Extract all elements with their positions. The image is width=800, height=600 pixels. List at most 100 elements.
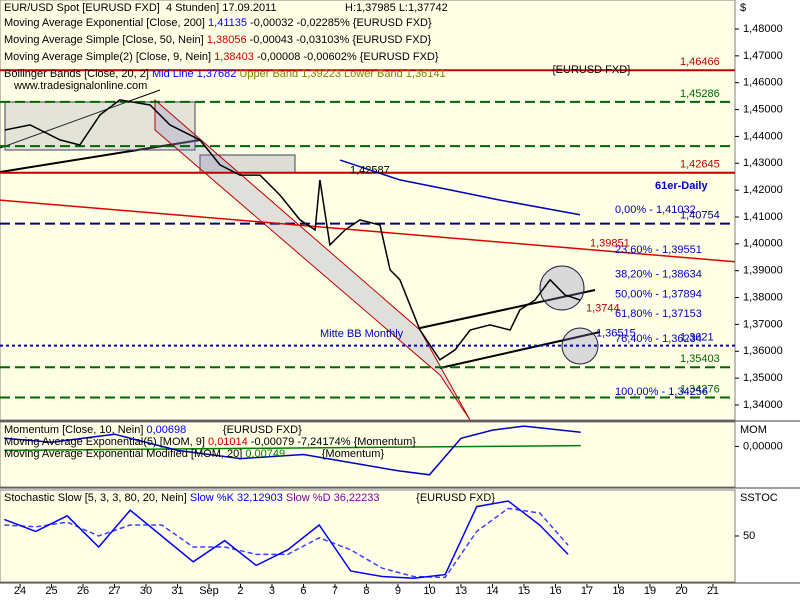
note: www.tradesignalonline.com	[13, 80, 147, 92]
y-tick-label: 1,37000	[743, 318, 783, 330]
legend-entry: Momentum [Close, 10, Nein] 0,00698 {EURU…	[4, 424, 302, 436]
x-tick-label: 14	[486, 585, 498, 597]
legend-text: Moving Average Exponential Modified [MOM…	[4, 448, 245, 460]
y-tick-label: 1,39000	[743, 265, 783, 277]
fib-label: 100,00% - 1,34256	[615, 386, 708, 398]
channel-line	[419, 289, 596, 329]
x-tick-label: 27	[108, 585, 120, 597]
trend-line	[0, 89, 161, 149]
y-tick-label: 1,41000	[743, 211, 783, 223]
fib-label: 50,00% - 1,37894	[615, 288, 702, 300]
x-tick-label: 16	[549, 585, 561, 597]
legend-text: Moving Average Simple [Close, 50, Nein]	[4, 34, 207, 46]
chart-subtitle: H:1,37985 L:1,37742	[345, 2, 448, 14]
legend-entry: Moving Average Simple(2) [Close, 9, Nein…	[4, 51, 439, 63]
level-label: 1,3621	[680, 332, 714, 344]
level-label: 1,45286	[680, 88, 720, 100]
x-tick-label: 8	[363, 585, 369, 597]
legend-text: -0,00032 -0,02285% {EURUSD FXD}	[247, 17, 432, 29]
note: 61er-Daily	[655, 180, 708, 192]
indicator-line	[339, 159, 581, 216]
legend-text: Slow %K 32,12903	[190, 492, 283, 504]
legend-text: Bollinger Bands [Close, 20, 2]	[4, 68, 152, 80]
legend-text: -0,00043 -0,03103% {EURUSD FXD}	[247, 34, 432, 46]
fib-label: 0,00% - 1,41032	[615, 204, 696, 216]
channel-line	[439, 331, 601, 369]
x-tick-label: 15	[518, 585, 530, 597]
legend-entry: Bollinger Bands [Close, 20, 2] Mid Line …	[4, 68, 446, 80]
legend-entry: Moving Average Exponential(5) [MOM, 9] 0…	[4, 436, 416, 448]
x-tick-label: 30	[140, 585, 152, 597]
legend-entry: Moving Average Exponential [Close, 200] …	[4, 17, 432, 29]
y-tick-label: 1,43000	[743, 157, 783, 169]
indicator-line	[4, 444, 581, 452]
legend-text: 1,41135	[208, 17, 247, 29]
y-axis-label: $	[740, 2, 746, 14]
circle-marker	[539, 265, 585, 311]
series-line	[4, 99, 581, 361]
drawing-tools	[0, 89, 601, 421]
legend-text: Moving Average Simple(2) [Close, 9, Nein…	[4, 51, 214, 63]
y-tick-label: 1,46000	[743, 77, 783, 89]
note: Mitte BB Monthly	[320, 328, 404, 340]
x-tick-label: 19	[644, 585, 656, 597]
x-tick-label: 7	[332, 585, 338, 597]
y-tick-label: 0,00000	[743, 440, 783, 452]
annotation: 1,36515	[596, 327, 636, 339]
indicator-line	[4, 507, 569, 579]
legend-entry: Stochastic Slow [5, 3, 3, 80, 20, Nein] …	[4, 492, 495, 504]
x-tick-label: 10	[423, 585, 435, 597]
y-tick-label: 1,38000	[743, 291, 783, 303]
legend-text: {EURUSD FXD}	[186, 424, 302, 436]
fib-label: 23,60% - 1,39551	[615, 244, 702, 256]
fib-label: 61,80% - 1,37153	[615, 308, 702, 320]
x-tick-label: 21	[707, 585, 719, 597]
x-tick-label: 3	[269, 585, 275, 597]
y-tick-label: 1,36000	[743, 345, 783, 357]
y-axis-label: MOM	[740, 424, 767, 436]
series-line	[4, 425, 581, 476]
level-label: 1,46466	[680, 56, 720, 68]
legend-text: Moving Average Exponential(5) [MOM, 9]	[4, 436, 208, 448]
y-tick-label: 1,45000	[743, 103, 783, 115]
legend-text: {Momentum}	[285, 448, 384, 460]
y-tick-label: 1,35000	[743, 372, 783, 384]
level-label: 1,42645	[680, 159, 720, 171]
x-tick-label: 26	[77, 585, 89, 597]
legend-text: 0,00698	[146, 424, 186, 436]
x-tick-label: 24	[14, 585, 26, 597]
legend-text: Slow %D 36,22233	[283, 492, 380, 504]
y-tick-label: 1,40000	[743, 238, 783, 250]
plot-area	[0, 421, 736, 488]
shaded-box	[4, 101, 196, 151]
annotation: 1,42587	[350, 164, 390, 176]
legend-text: Stochastic Slow [5, 3, 3, 80, 20, Nein]	[4, 492, 190, 504]
legend-text: Momentum [Close, 10, Nein]	[4, 424, 146, 436]
series-line	[4, 500, 569, 580]
y-tick-label: 1,47000	[743, 50, 783, 62]
y-tick-label: 1,48000	[743, 23, 783, 35]
level-label: 1,34276	[680, 383, 720, 395]
chart-title: EUR/USD Spot [EURUSD FXD] 4 Stunden] 17.…	[4, 2, 276, 14]
level-label: 1,40754	[680, 209, 720, 221]
level-label: 1,35403	[680, 353, 720, 365]
legend-tag: {EURUSD FXD}	[552, 64, 631, 76]
legend-text: 0,00749	[245, 448, 285, 460]
annotation: 1,39851	[590, 238, 630, 250]
legend-text: 1,38056	[207, 34, 247, 46]
legend-entry: Moving Average Exponential Modified [MOM…	[4, 448, 384, 460]
y-tick-label: 50	[743, 530, 755, 542]
x-tick-label: 9	[395, 585, 401, 597]
legend-text: Lower Band 1,36141	[341, 68, 446, 80]
legend-text: Upper Band 1,39223	[236, 68, 341, 80]
legend-entry: Moving Average Simple [Close, 50, Nein] …	[4, 34, 432, 46]
x-tick-label: 31	[171, 585, 183, 597]
legend-text: Mid Line 1,37682	[152, 68, 236, 80]
x-tick-label: 18	[612, 585, 624, 597]
annotation: 1,3744	[586, 302, 620, 314]
legend-text: 1,38403	[214, 51, 254, 63]
y-axis-label: SSTOC	[740, 492, 778, 504]
legend-text: -0,00079 -7,24174% {Momentum}	[248, 436, 416, 448]
y-tick-label: 1,44000	[743, 130, 783, 142]
